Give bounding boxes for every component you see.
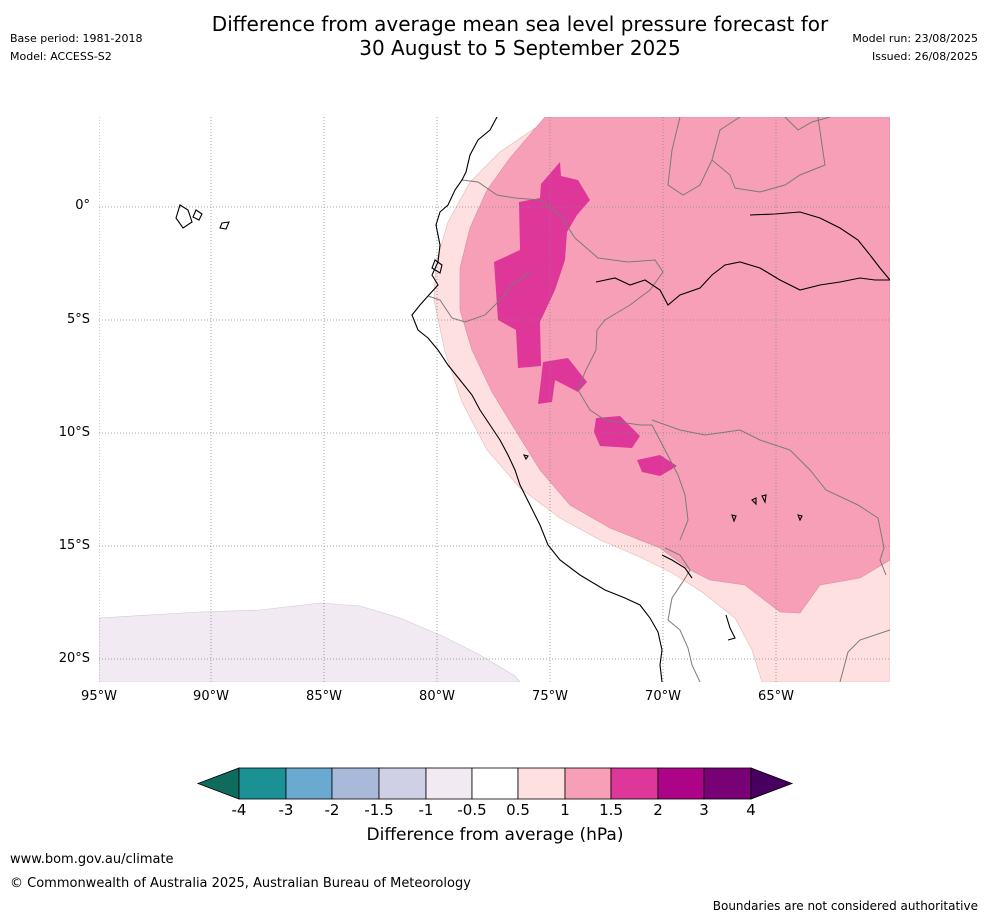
colorbar-bin-1 (238, 767, 287, 800)
lon-label-90w: 90°W (193, 689, 229, 704)
title-line-2: 30 August to 5 September 2025 (359, 36, 681, 60)
base-period: Base period: 1981-2018 (10, 32, 143, 45)
anomaly-region-neg-0.5-1 (99, 602, 521, 682)
colorbar-bin-11 (703, 767, 752, 800)
colorbar-tick-3: -2 (324, 801, 340, 819)
lat-label-15s: 15°S (58, 538, 90, 553)
colorbar-tick-7: 0.5 (506, 801, 530, 819)
lon-label-95w: 95°W (81, 689, 117, 704)
colorbar-tick-2: -3 (278, 801, 294, 819)
graticule (99, 117, 890, 682)
website-text: www.bom.gov.au/climate (10, 852, 174, 867)
lon-label-70w: 70°W (645, 689, 681, 704)
copyright-text: © Commonwealth of Australia 2025, Austra… (10, 876, 471, 891)
model-run: Model run: 23/08/2025 (852, 32, 978, 45)
colorbar-bin-7 (517, 767, 566, 800)
map-area (99, 117, 890, 682)
colorbar-tick-12: 4 (746, 801, 756, 819)
disclaimer-text: Boundaries are not considered authoritat… (712, 899, 978, 913)
map-plot (99, 117, 890, 682)
colorbar-tick-4: -1.5 (364, 801, 394, 819)
colorbar-tick-1: -4 (231, 801, 247, 819)
title-line-1: Difference from average mean sea level p… (211, 12, 829, 36)
lon-label-80w: 80°W (419, 689, 455, 704)
issued-date: Issued: 26/08/2025 (871, 50, 978, 63)
colorbar-bin-4 (378, 767, 427, 800)
colorbar-extend-low (196, 767, 240, 800)
map-title: Difference from average mean sea level p… (0, 12, 988, 60)
coastlines (175, 117, 890, 682)
lat-label-10s: 10°S (58, 425, 90, 440)
colorbar-tick-9: 1.5 (599, 801, 623, 819)
colorbar-bin-5 (425, 767, 473, 800)
colorbar-tick-10: 2 (653, 801, 663, 819)
colorbar-tick-6: -0.5 (457, 801, 487, 819)
anomaly-region-1.5-2-south2 (637, 455, 677, 476)
lat-label-0: 0° (75, 198, 90, 213)
country-borders (427, 117, 890, 682)
colorbar-bin-9 (610, 767, 659, 800)
colorbar-bin-8 (564, 767, 612, 800)
meta-left: Base period: 1981-2018 Model: ACCESS-S2 (10, 30, 142, 66)
anomaly-region-1.5-2-north (494, 162, 590, 368)
lon-label-85w: 85°W (306, 689, 342, 704)
anomaly-region-1-1.5 (459, 117, 890, 614)
colorbar-extend-high (750, 767, 794, 800)
anomaly-region-1.5-2-south1 (594, 416, 640, 448)
colorbar-title: Difference from average (hPa) (366, 825, 624, 845)
meta-right: Model run: 23/08/2025 Issued: 26/08/2025 (852, 30, 978, 66)
colorbar-tick-8: 1 (560, 801, 570, 819)
colorbar-bin-2 (285, 767, 333, 800)
colorbar-bin-10 (657, 767, 705, 800)
colorbar-bin-3 (331, 767, 380, 800)
lat-label-5s: 5°S (66, 312, 90, 327)
lon-label-65w: 65°W (758, 689, 794, 704)
colorbar-tick-11: 3 (699, 801, 709, 819)
lon-label-75w: 75°W (532, 689, 568, 704)
lat-label-20s: 20°S (58, 651, 90, 666)
colorbar-bin-6 (471, 767, 519, 800)
colorbar-tick-5: -1 (418, 801, 434, 819)
model-name: Model: ACCESS-S2 (10, 50, 112, 63)
